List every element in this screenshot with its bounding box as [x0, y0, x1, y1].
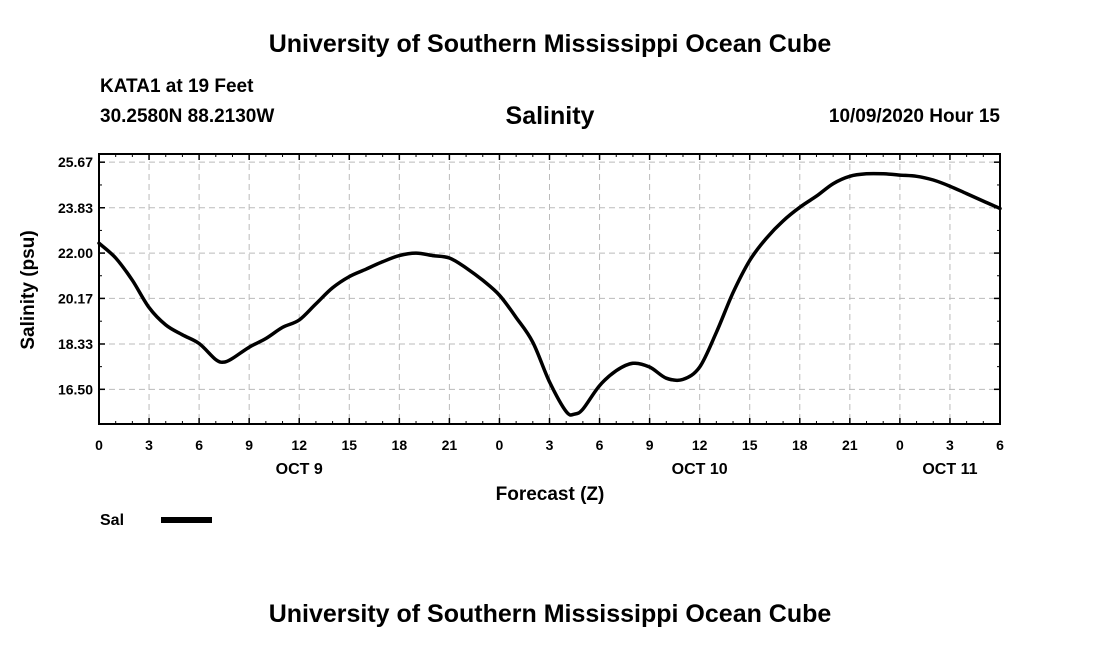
- x-tick-label: 3: [946, 437, 954, 453]
- y-tick-label: 22.00: [58, 245, 93, 261]
- x-tick-label: 6: [996, 437, 1004, 453]
- x-tick-label: 18: [392, 437, 408, 453]
- x-tick-label: 9: [245, 437, 253, 453]
- x-tick-label: 12: [692, 437, 708, 453]
- y-tick-label: 16.50: [58, 381, 93, 397]
- x-tick-label: 0: [496, 437, 504, 453]
- legend: Sal: [100, 512, 212, 529]
- grid-lines: [99, 154, 1000, 424]
- x-tick-label: 21: [842, 437, 858, 453]
- y-tick-label: 23.83: [58, 200, 93, 216]
- tick-labels: 16.50 18.33 20.17 22.00 23.83 25.67 0 3 6 9 12 15 18…: [58, 154, 1004, 478]
- station-label: KATA1 at 19 Feet: [100, 76, 254, 97]
- series-line-sal: [97, 171, 1002, 417]
- date-label: OCT 9: [276, 461, 323, 478]
- x-tick-label: 6: [195, 437, 203, 453]
- x-tick-label: 15: [742, 437, 758, 453]
- series-layer: [97, 171, 1002, 417]
- forecast-datetime: 10/09/2020 Hour 15: [828, 106, 1000, 127]
- page-title: University of Southern Mississippi Ocean…: [268, 30, 832, 58]
- y-axis-label: Salinity (psu): [18, 230, 39, 349]
- x-axis-label: Forecast (Z): [496, 484, 605, 505]
- y-tick-label: 18.33: [58, 336, 93, 352]
- date-label: OCT 10: [672, 461, 728, 478]
- x-tick-label: 15: [341, 437, 357, 453]
- footer-title: University of Southern Mississippi Ocean…: [268, 600, 832, 628]
- tick-marks: [98, 154, 1001, 424]
- chart-title: Salinity: [506, 102, 595, 130]
- x-tick-label: 9: [646, 437, 654, 453]
- x-tick-label: 3: [145, 437, 153, 453]
- date-label: OCT 11: [922, 461, 977, 478]
- x-tick-label: 6: [596, 437, 604, 453]
- y-tick-label: 20.17: [58, 290, 93, 306]
- x-tick-label: 3: [546, 437, 554, 453]
- x-tick-label: 0: [896, 437, 904, 453]
- y-tick-label: 25.67: [58, 154, 93, 170]
- x-tick-label: 0: [95, 437, 103, 453]
- legend-label: Sal: [100, 512, 124, 529]
- x-tick-label: 18: [792, 437, 808, 453]
- station-coordinates: 30.2580N 88.2130W: [100, 106, 275, 127]
- x-tick-label: 12: [291, 437, 307, 453]
- x-tick-label: 21: [442, 437, 458, 453]
